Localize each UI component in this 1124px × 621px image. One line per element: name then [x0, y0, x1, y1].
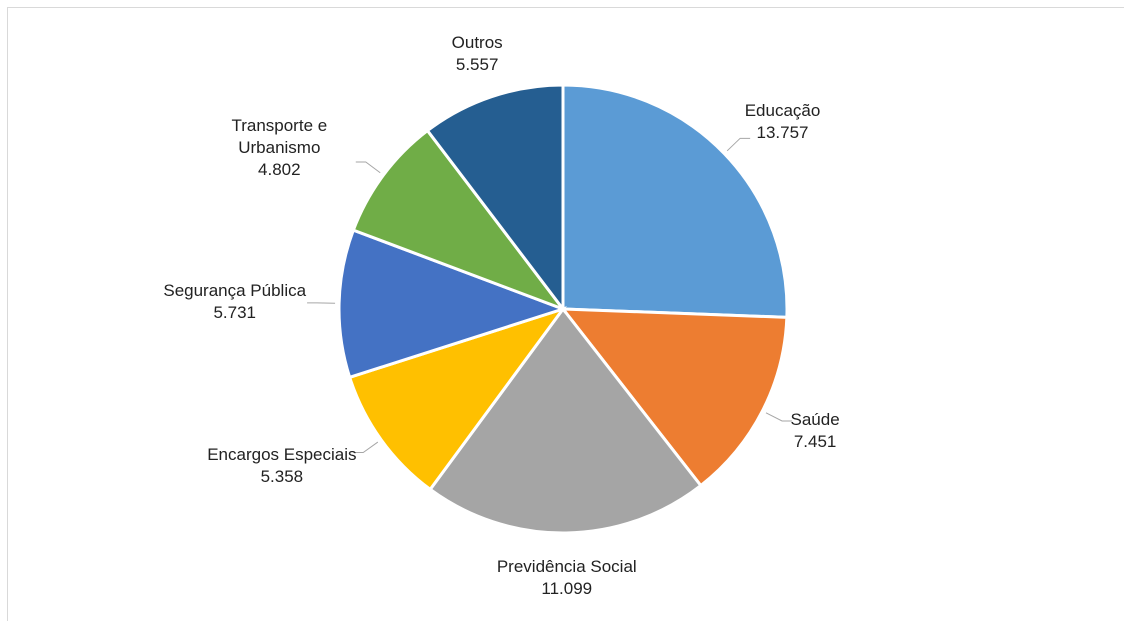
data-label: Encargos Especiais 5.358 — [207, 444, 356, 488]
data-label: Segurança Pública 5.731 — [163, 280, 306, 324]
category-label: Saúde — [790, 410, 840, 430]
data-label: Educação 13.757 — [745, 100, 821, 144]
value-label: 5.358 — [260, 466, 304, 486]
category-label: Transporte e Urbanismo — [231, 116, 328, 158]
category-label: Segurança Pública — [163, 281, 307, 301]
value-label: 11.099 — [541, 578, 593, 598]
category-label: Educação — [744, 101, 821, 121]
pie-slice — [561, 83, 789, 319]
data-label: Previdência Social 11.099 — [497, 556, 637, 600]
data-label: Transporte e Urbanismo 4.802 — [199, 115, 359, 181]
leader-line — [726, 137, 751, 152]
data-label: Saúde 7.451 — [791, 409, 840, 453]
value-label: 5.557 — [455, 55, 499, 75]
pie-slice — [425, 83, 565, 314]
category-label: Encargos Especiais — [207, 444, 357, 464]
pie-slice — [559, 307, 789, 488]
data-label: Outros 5.557 — [452, 32, 503, 76]
category-label: Previdência Social — [496, 556, 637, 576]
pie-slice — [428, 306, 703, 535]
chart-border — [7, 7, 1124, 621]
leader-line — [353, 441, 379, 454]
pie-slice — [337, 228, 568, 380]
value-label: 7.451 — [793, 432, 837, 452]
value-label: 4.802 — [258, 160, 301, 180]
leader-line — [355, 161, 381, 174]
category-label: Outros — [451, 33, 503, 53]
value-label: 13.757 — [756, 123, 809, 143]
pie-slice — [351, 128, 568, 313]
pie-slice — [347, 306, 567, 492]
leader-line — [765, 412, 793, 422]
value-label: 5.731 — [213, 303, 256, 323]
